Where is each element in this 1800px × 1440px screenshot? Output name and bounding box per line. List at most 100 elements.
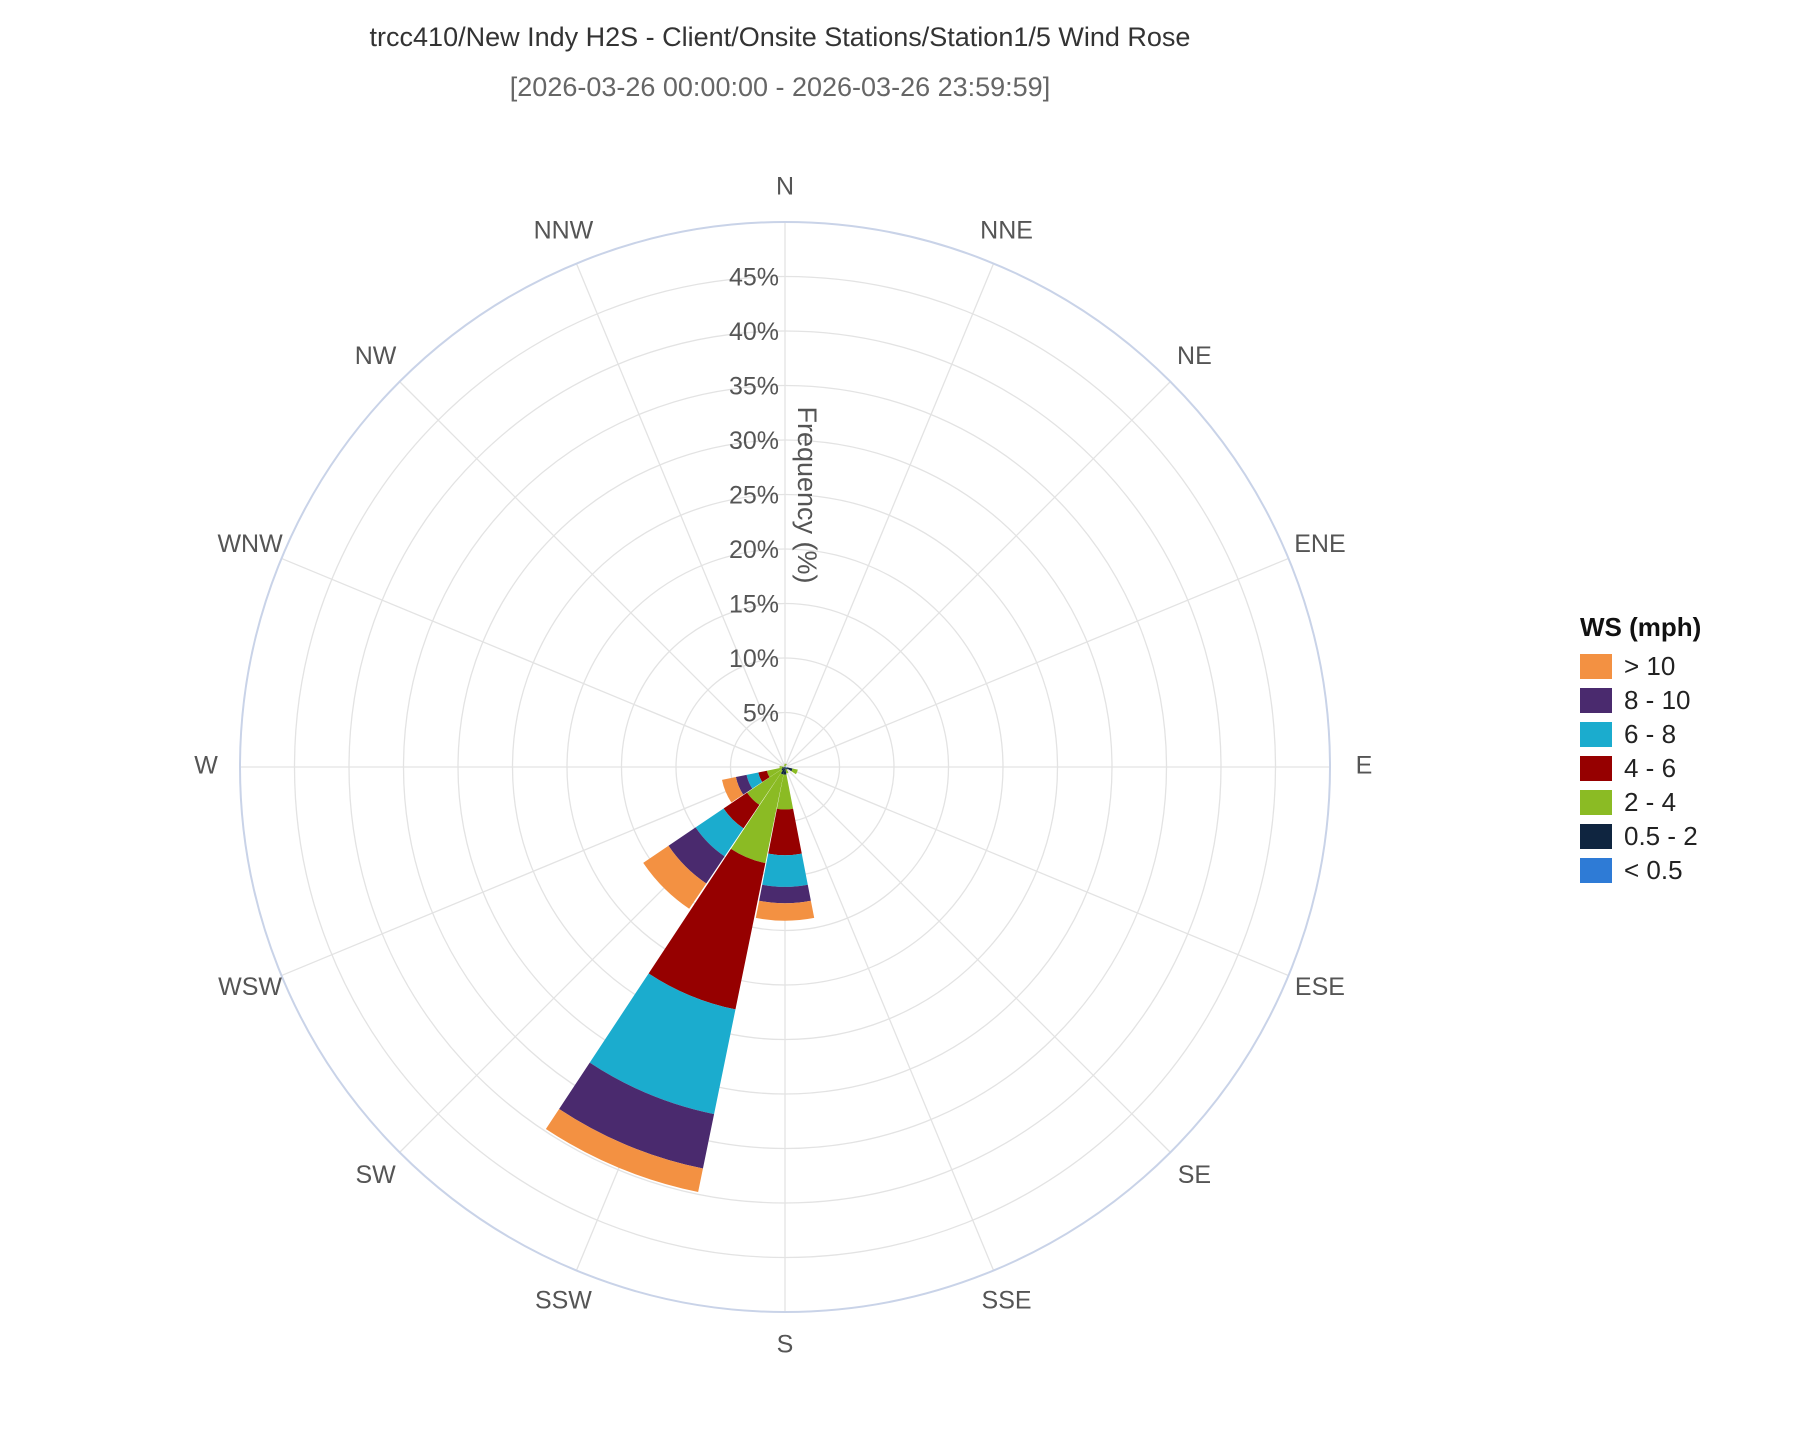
wind-rose-bar-wsw	[746, 772, 763, 789]
wind-rose-bar-wsw	[758, 770, 770, 783]
direction-label-ese: ESE	[1295, 973, 1345, 1001]
grid-spoke	[784, 766, 1289, 977]
wind-rose-bar-wsw	[766, 767, 783, 778]
direction-label-nne: NNE	[980, 217, 1033, 245]
wind-rose-bar-sw	[695, 808, 744, 857]
legend-item[interactable]: > 10	[1580, 649, 1701, 683]
radial-tick-label: 15%	[729, 591, 779, 619]
chart-subtitle: [2026-03-26 00:00:00 - 2026-03-26 23:59:…	[509, 72, 1051, 102]
wind-rose-bar-wsw	[721, 777, 744, 803]
wind-rose-bar-sw	[723, 792, 760, 829]
wind-rose-bar-ssw	[730, 773, 784, 864]
grid-spoke	[575, 263, 786, 768]
legend-label: > 10	[1624, 650, 1676, 681]
wind-rose-bar-nnw	[783, 764, 785, 767]
grid-spoke	[281, 557, 786, 768]
direction-label-se: SE	[1178, 1161, 1211, 1189]
direction-label-ene: ENE	[1294, 530, 1345, 558]
wind-rose-bar-ese	[785, 767, 788, 769]
grid-spoke	[784, 263, 995, 768]
legend-item[interactable]: 6 - 8	[1580, 717, 1701, 751]
legend-item[interactable]: < 0.5	[1580, 853, 1701, 887]
radial-tick-label: 30%	[729, 427, 779, 455]
direction-label-wnw: WNW	[217, 530, 283, 558]
legend-swatch	[1580, 823, 1612, 849]
radial-tick-label: 40%	[729, 318, 779, 346]
wind-rose-bar-ese	[791, 768, 798, 775]
wind-rose-bar-s	[783, 768, 787, 775]
wind-rose-bar-s	[759, 884, 811, 904]
legend-item[interactable]: 2 - 4	[1580, 785, 1701, 819]
legend-item[interactable]: 8 - 10	[1580, 683, 1701, 717]
direction-label-e: E	[1356, 752, 1373, 780]
direction-label-sse: SSE	[982, 1287, 1032, 1315]
legend-label: 2 - 4	[1624, 786, 1677, 817]
wind-rose-bar-s	[776, 774, 794, 810]
polar-grid	[239, 221, 1331, 1313]
direction-label-nnw: NNW	[534, 217, 594, 245]
legend-swatch	[1580, 687, 1612, 713]
radial-tick-label: 25%	[729, 482, 779, 510]
direction-label-nw: NW	[355, 342, 397, 370]
legend-swatch	[1580, 653, 1612, 679]
wind-rose-bars	[545, 763, 815, 1193]
legend-swatch	[1580, 857, 1612, 883]
radial-tick-label: 5%	[743, 700, 779, 728]
wind-rose-bar-sse	[785, 767, 787, 770]
direction-label-sw: SW	[355, 1161, 396, 1189]
direction-label-s: S	[777, 1331, 794, 1359]
legend-label: 0.5 - 2	[1624, 820, 1698, 851]
polar-labels: N NNE NE ENE E ESE SE SSE S SSW SW WSW W WNW NW NNW 5% 10…	[194, 173, 1372, 1359]
wind-rose-bar-sw	[668, 827, 725, 884]
wind-rose-bar-ese	[786, 767, 793, 772]
direction-label-ssw: SSW	[535, 1287, 592, 1315]
legend-label: < 0.5	[1624, 854, 1683, 885]
wind-rose-bar-ssw	[545, 1108, 703, 1193]
direction-label-n: N	[776, 173, 794, 201]
wind-rose-bar-nne	[785, 763, 787, 767]
grid-spoke	[784, 766, 995, 1271]
wind-rose-bar-s	[762, 853, 808, 887]
wind-rose-bar-ssw	[559, 1062, 715, 1169]
wind-rose-bar-s	[755, 900, 815, 921]
grid-spoke	[281, 766, 786, 977]
wind-rose-bar-wsw	[781, 767, 785, 769]
legend-swatch	[1580, 789, 1612, 815]
wind-rose-bar-se	[785, 767, 788, 770]
legend-label: 8 - 10	[1624, 684, 1691, 715]
legend-label: 6 - 8	[1624, 718, 1677, 749]
legend-item[interactable]: 4 - 6	[1580, 751, 1701, 785]
radial-tick-label: 10%	[729, 645, 779, 673]
direction-label-wsw: WSW	[218, 973, 282, 1001]
wind-rose-bar-sw	[781, 767, 785, 771]
wind-rose-bar-nne	[785, 765, 786, 767]
wind-rose-bar-ssw	[648, 848, 766, 1010]
wind-rose-bar-sw	[747, 769, 783, 805]
grid-spoke	[784, 381, 1171, 768]
wind-rose-bar-n	[784, 763, 786, 766]
radial-tick-label: 35%	[729, 373, 779, 401]
radial-tick-label: 20%	[729, 536, 779, 564]
legend-label: 4 - 6	[1624, 752, 1677, 783]
legend-swatch	[1580, 755, 1612, 781]
legend-swatch	[1580, 721, 1612, 747]
wind-rose-bar-ssw	[780, 767, 785, 775]
grid-spoke	[784, 766, 1171, 1153]
wind-rose-bar-s	[768, 808, 802, 856]
chart-title: trcc410/New Indy H2S - Client/Onsite Sta…	[369, 22, 1191, 52]
direction-label-ne: NE	[1177, 342, 1212, 370]
grid-spoke	[399, 381, 786, 768]
outer-circle	[239, 221, 1331, 1313]
direction-label-w: W	[194, 752, 218, 780]
legend-title: WS (mph)	[1580, 612, 1702, 642]
radial-tick-label: 45%	[729, 264, 779, 292]
legend-item[interactable]: 0.5 - 2	[1580, 819, 1701, 853]
grid-spoke	[784, 557, 1289, 768]
wind-rose-bar-w	[779, 765, 784, 769]
wind-rose-bar-ssw	[589, 973, 736, 1115]
radial-axis-title: Frequency (%)	[792, 406, 822, 583]
wind-rose-bar-sw	[643, 845, 707, 909]
wind-rose-bar-sse	[785, 768, 789, 774]
